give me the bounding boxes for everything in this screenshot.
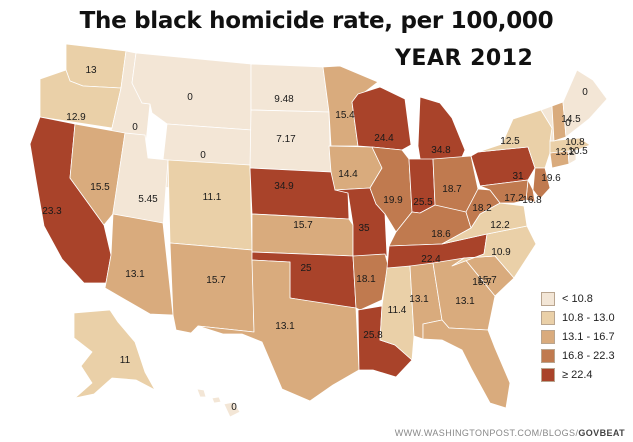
state-value-in: 25.5: [413, 197, 433, 208]
legend-swatch: [541, 329, 555, 344]
state-value-me: 0: [582, 87, 588, 98]
state-hi: [196, 388, 241, 418]
state-value-or: 12.9: [66, 112, 86, 123]
state-ar: [352, 253, 389, 311]
legend-label: 16.8 - 22.3: [562, 349, 615, 362]
state-value-wi: 24.4: [374, 133, 394, 144]
legend-swatch: [541, 310, 555, 325]
state-value-ms: 11.4: [388, 305, 407, 316]
state-value-nv: 15.5: [90, 182, 110, 193]
state-value-tx: 13.1: [275, 321, 295, 332]
state-value-wy: 0: [200, 150, 206, 161]
legend-label: 10.8 - 13.0: [562, 311, 615, 324]
state-md: [479, 179, 529, 204]
state-value-sd: 7.17: [276, 134, 296, 145]
legend-item: 16.8 - 22.3: [541, 346, 615, 365]
state-value-sc: 15.7: [477, 275, 497, 286]
state-value-ct: 13.2: [555, 147, 575, 158]
map-title: The black homicide rate, per 100,000: [79, 8, 554, 34]
state-nv: [69, 123, 126, 226]
state-value-md: 17.2: [504, 193, 524, 204]
state-value-nj: 19.6: [541, 173, 561, 184]
state-il: [369, 146, 413, 233]
legend-swatch: [541, 367, 555, 382]
state-value-mn: 15.4: [335, 110, 355, 121]
state-value-vt: 0: [565, 118, 571, 129]
state-value-wa: 13: [85, 65, 97, 76]
map-legend: < 10.8 10.8 - 13.0 13.1 - 16.7 16.8 - 22.3 ≥…: [541, 289, 615, 384]
state-co: [167, 159, 253, 251]
state-value-co: 11.1: [203, 192, 222, 203]
state-value-oh: 18.7: [442, 184, 462, 195]
state-value-ma: 10.8: [565, 137, 585, 148]
state-value-ca: 23.3: [42, 206, 62, 217]
state-ma: [549, 137, 591, 154]
credit-brand: GOVBEAT: [578, 428, 625, 438]
state-value-ut: 5.45: [138, 194, 158, 205]
state-nc: [451, 225, 537, 279]
state-value-ky: 18.6: [431, 229, 451, 240]
state-vt: [540, 105, 555, 142]
state-value-ks: 15.7: [293, 220, 313, 231]
state-value-wv: 18.2: [472, 203, 492, 214]
state-me: [562, 69, 608, 138]
state-value-nd: 9.48: [274, 94, 294, 105]
legend-item: < 10.8: [541, 289, 615, 308]
state-value-nc: 10.9: [491, 247, 511, 258]
state-value-ak: 11: [120, 355, 131, 366]
legend-item: 10.8 - 13.0: [541, 308, 615, 327]
state-value-hi: 0: [231, 402, 237, 413]
credit-url: WWW.WASHINGTONPOST.COM/BLOGS/: [394, 428, 579, 438]
state-or: [39, 69, 122, 129]
state-value-pa: 31: [512, 171, 524, 182]
state-value-ar: 18.1: [356, 274, 376, 285]
state-value-az: 13.1: [125, 269, 145, 280]
source-credit: WWW.WASHINGTONPOST.COM/BLOGS/GOVBEAT: [395, 428, 625, 438]
state-value-ne: 34.9: [274, 181, 294, 192]
state-value-tn: 22.4: [421, 254, 441, 265]
state-ak: [73, 309, 156, 399]
legend-swatch: [541, 348, 555, 363]
state-tx: [197, 259, 360, 402]
state-value-mi: 34.8: [431, 145, 451, 156]
legend-label: < 10.8: [562, 292, 593, 305]
state-fl: [422, 319, 511, 409]
state-value-de: 16.8: [522, 195, 542, 206]
legend-label: 13.1 - 16.7: [562, 330, 615, 343]
state-value-la: 25.8: [363, 330, 383, 341]
state-nj: [532, 167, 551, 200]
state-value-il: 19.9: [383, 195, 403, 206]
state-value-va: 12.2: [490, 220, 510, 231]
state-value-nh: 14.5: [561, 114, 581, 125]
legend-item: 13.1 - 16.7: [541, 327, 615, 346]
map-subtitle: YEAR 2012: [395, 46, 534, 71]
state-value-fl: 15.7: [472, 277, 492, 288]
state-value-ok: 25: [300, 263, 312, 274]
state-value-al: 13.1: [409, 294, 429, 305]
state-value-ny: 12.5: [500, 136, 520, 147]
state-value-mo: 35: [358, 223, 370, 234]
state-value-ia: 14.4: [338, 169, 358, 180]
legend-swatch: [541, 291, 555, 306]
state-value-mt: 0: [187, 92, 193, 103]
state-nm: [169, 242, 255, 334]
state-az: [104, 213, 174, 316]
state-value-ri: 10.5: [568, 146, 588, 157]
state-value-id: 0: [132, 122, 138, 133]
legend-item: ≥ 22.4: [541, 365, 615, 384]
legend-label: ≥ 22.4: [562, 368, 593, 381]
state-value-ga: 13.1: [455, 296, 475, 307]
state-value-nm: 15.7: [206, 275, 226, 286]
